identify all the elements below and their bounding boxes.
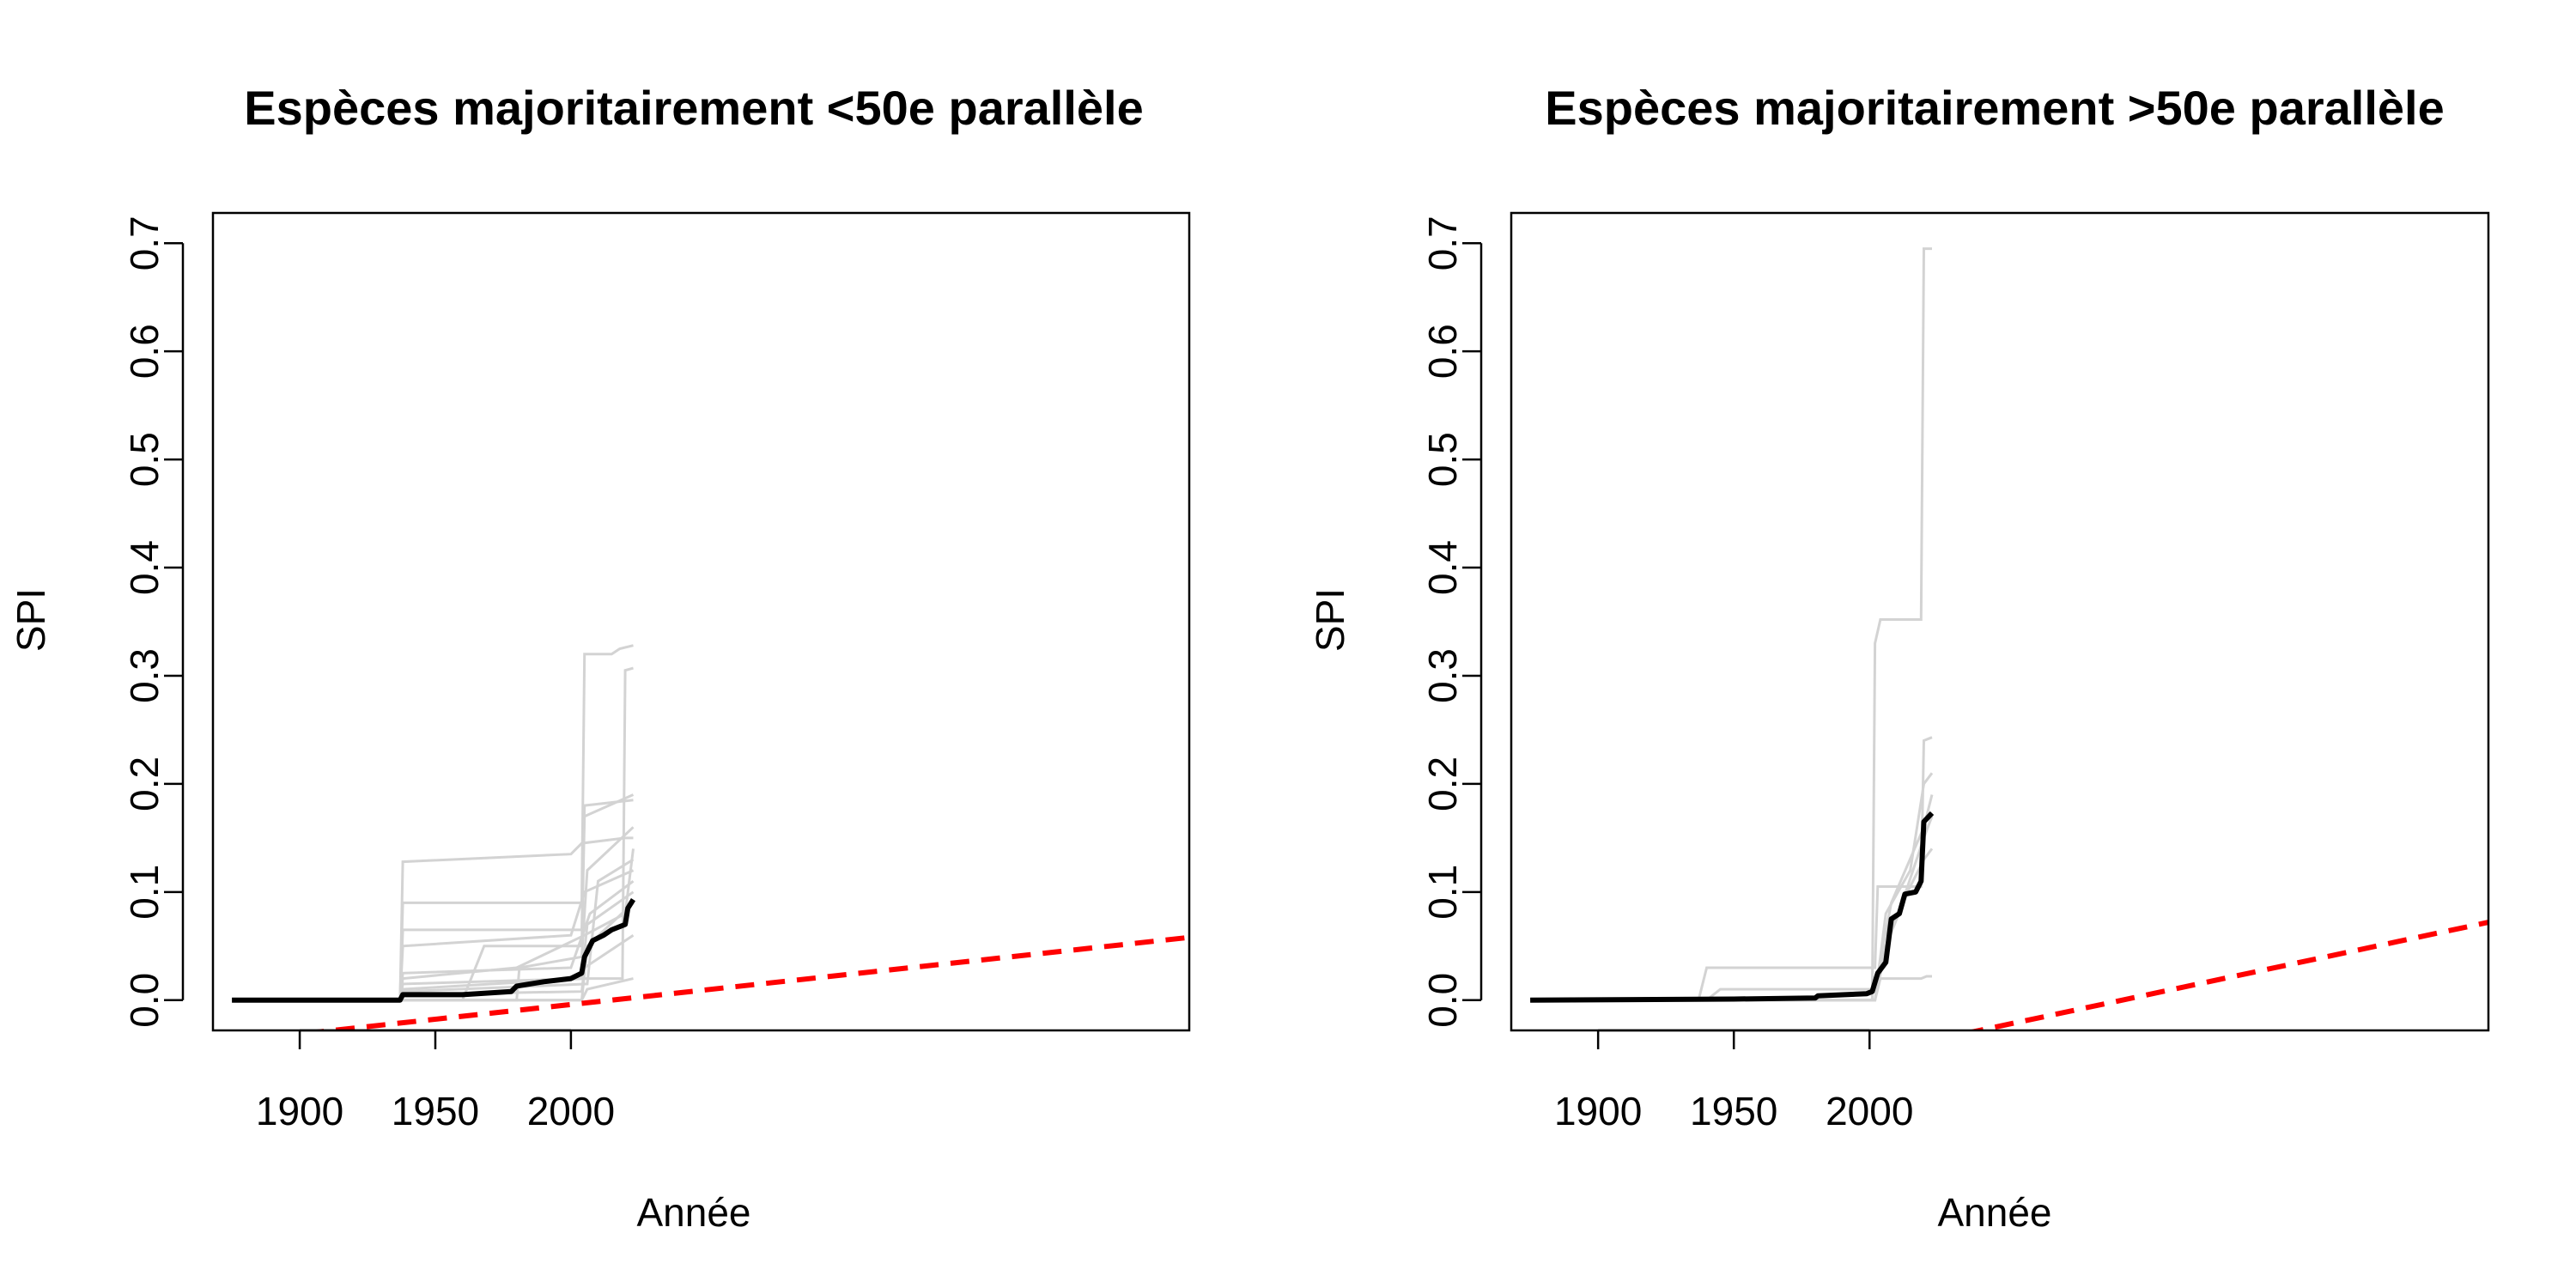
y-tick-label: 0.1 — [1420, 865, 1465, 920]
x-tick-label: 2000 — [1826, 1089, 1913, 1133]
mean-line — [1530, 811, 1935, 1003]
x-tick-label: 1900 — [1554, 1089, 1642, 1133]
y-tick-label: 0.6 — [1420, 324, 1465, 379]
mean-line — [232, 898, 636, 1003]
bootstrap-line — [232, 799, 634, 1002]
y-tick-label: 0.5 — [1420, 432, 1465, 487]
series-group — [1530, 247, 2488, 1030]
trend-line — [1967, 920, 2488, 1030]
bootstrap-line — [1530, 848, 1934, 1002]
plot-frame — [211, 211, 1191, 1032]
chart-title: Espèces majoritairement <50e parallèle — [244, 81, 1143, 135]
y-tick-label: 0.3 — [122, 648, 167, 703]
y-tick-label: 0.6 — [122, 324, 167, 379]
trend-line — [308, 934, 1189, 1030]
plot-area: 1900 1950 2000 0.0 0.1 0.2 0.3 0.4 0.5 0.6 0.7 — [1420, 211, 2490, 1133]
y-tick-label: 0.3 — [1420, 648, 1465, 703]
y-tick-label: 0.1 — [122, 865, 167, 920]
y-tick-label: 0.2 — [122, 756, 167, 811]
series-group — [232, 644, 1189, 1030]
y-tick-label: 0.7 — [122, 216, 167, 270]
y-tick-label: 0.0 — [122, 973, 167, 1028]
x-tick-label: 1900 — [256, 1089, 343, 1133]
bootstrap-line — [1530, 736, 1933, 1002]
chart-panel-south: Espèces majoritairement <50e parallèle A… — [9, 81, 1191, 1235]
plot-frame — [1510, 211, 2490, 1032]
bootstrap-line — [232, 869, 635, 1002]
bootstrap-line — [232, 977, 634, 1002]
y-tick-label: 0.2 — [1420, 756, 1465, 811]
x-axis-label: Année — [1937, 1190, 2051, 1235]
x-tick-label: 1950 — [1690, 1089, 1777, 1133]
chart-title: Espèces majoritairement >50e parallèle — [1545, 81, 2444, 135]
chart-panel-north: Espèces majoritairement >50e parallèle A… — [1308, 81, 2490, 1235]
bootstrap-line — [232, 793, 635, 1002]
y-axis-label: SPI — [9, 588, 53, 652]
x-tick-label: 2000 — [527, 1089, 615, 1133]
x-axis-label: Année — [636, 1190, 750, 1235]
y-tick-label: 0.7 — [1420, 216, 1465, 270]
y-tick-label: 0.0 — [1420, 973, 1465, 1028]
plot-area: 1900 1950 2000 0.0 0.1 0.2 0.3 0.4 0.5 0.6 0.7 — [122, 211, 1191, 1133]
x-tick-label: 1950 — [392, 1089, 479, 1133]
y-tick-label: 0.5 — [122, 432, 167, 487]
bootstrap-line — [1530, 247, 1932, 1002]
y-tick-label: 0.4 — [122, 540, 167, 595]
y-axis-label: SPI — [1308, 588, 1352, 652]
y-tick-label: 0.4 — [1420, 540, 1465, 595]
bootstrap-line — [232, 666, 634, 1002]
